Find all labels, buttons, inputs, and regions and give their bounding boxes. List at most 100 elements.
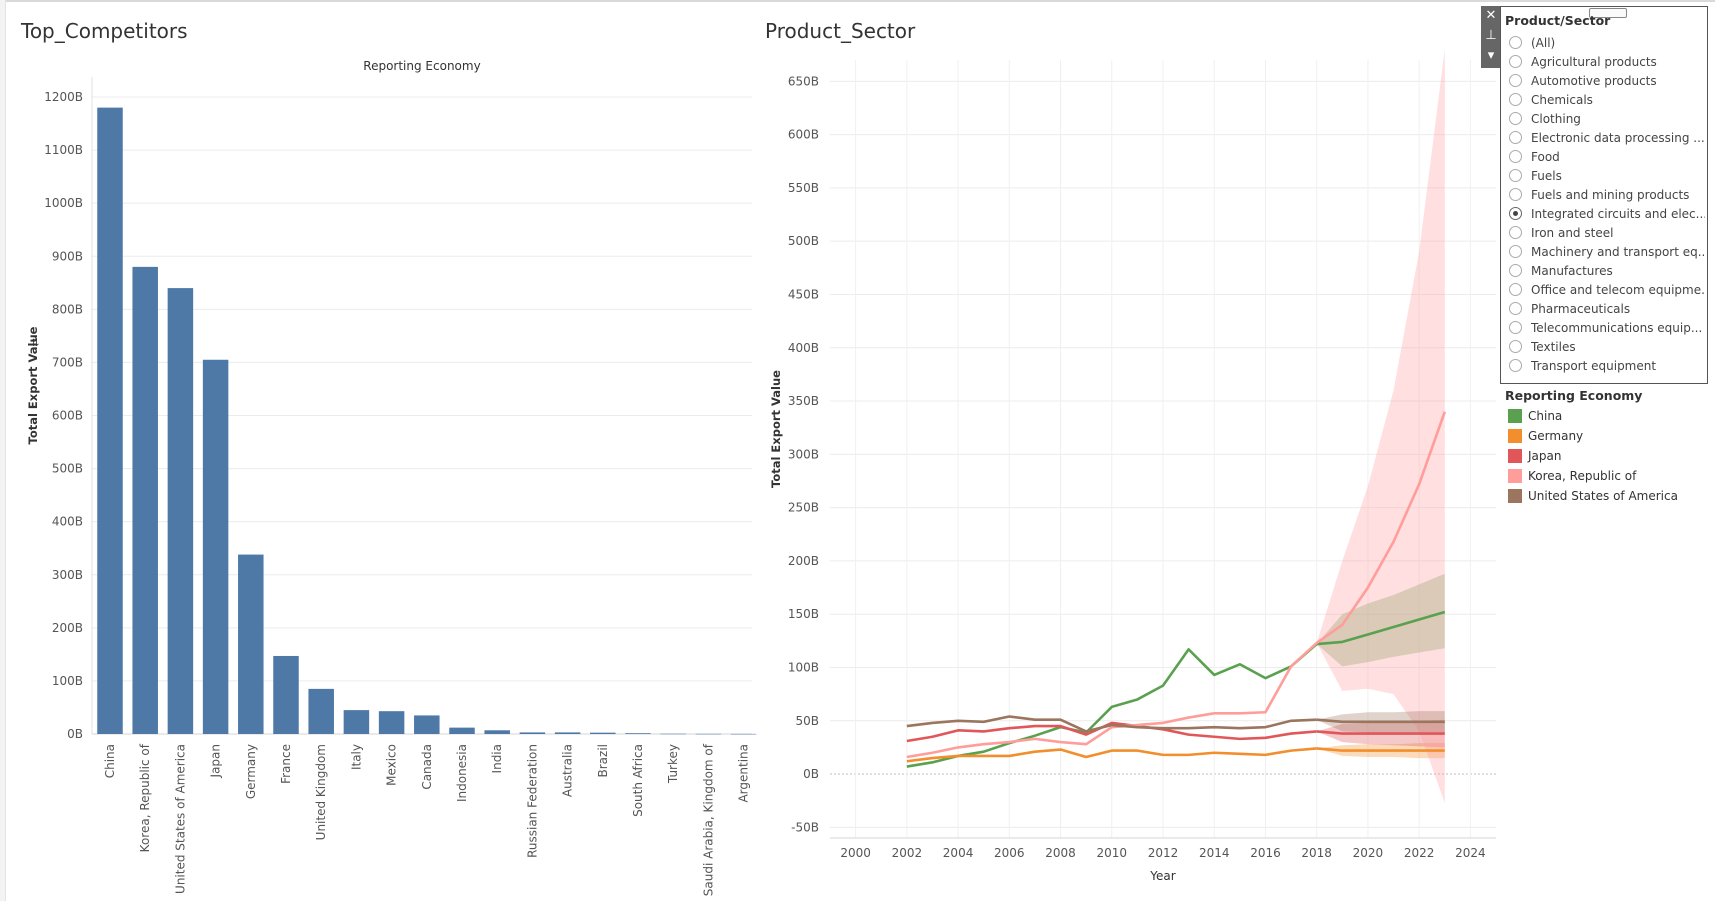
filter-drag-handle[interactable] [1589, 8, 1627, 18]
radio-button-icon[interactable] [1509, 302, 1522, 315]
legend-title: Reporting Economy [1505, 388, 1643, 403]
series-line [906, 642, 1318, 759]
x-tick-label: Mexico [385, 744, 399, 786]
x-tick-label: 2022 [1404, 846, 1435, 860]
filter-option[interactable]: Chemicals [1509, 90, 1705, 109]
filter-card-product-sector [1500, 6, 1708, 384]
filter-side-toolbar: ✕ ⊥ ▾ [1481, 6, 1501, 68]
filter-option[interactable]: (All) [1509, 33, 1705, 52]
filter-option[interactable]: Iron and steel [1509, 223, 1705, 242]
bar [273, 655, 299, 734]
x-tick-label: 2016 [1250, 846, 1281, 860]
legend-label: China [1528, 409, 1563, 423]
x-tick-label: Korea, Republic of [138, 743, 152, 852]
legend-label: Japan [1528, 449, 1562, 463]
radio-button-icon[interactable] [1509, 131, 1522, 144]
filter-option[interactable]: Food [1509, 147, 1705, 166]
radio-button-icon[interactable] [1509, 150, 1522, 163]
close-icon[interactable]: ✕ [1485, 8, 1497, 23]
x-tick-label: 2002 [892, 846, 923, 860]
filter-option-label: Chemicals [1531, 92, 1593, 107]
filter-option[interactable]: Transport equipment [1509, 356, 1705, 375]
x-axis-title: Year [1149, 869, 1175, 883]
x-tick-label: South Africa [631, 744, 645, 817]
filter-option[interactable]: Manufactures [1509, 261, 1705, 280]
radio-button-icon[interactable] [1509, 226, 1522, 239]
legend-item[interactable]: Korea, Republic of [1508, 466, 1678, 486]
bar [484, 730, 510, 734]
x-tick-label: 2008 [1045, 846, 1076, 860]
y-axis-title: Total Export Value [769, 370, 783, 488]
y-tick-label: 100B [52, 674, 83, 688]
x-tick-label: 2006 [994, 846, 1025, 860]
bar [449, 727, 475, 734]
radio-button-icon[interactable] [1509, 169, 1522, 182]
radio-button-icon[interactable] [1509, 283, 1522, 296]
x-tick-label: Russian Federation [525, 744, 539, 858]
x-tick-label: 2000 [840, 846, 871, 860]
filter-option-label: Clothing [1531, 111, 1581, 126]
x-tick-label: Germany [244, 744, 258, 799]
y-axis-title: Total Export Value [26, 326, 40, 444]
dropdown-icon[interactable]: ▾ [1487, 48, 1495, 63]
radio-button-icon[interactable] [1509, 112, 1522, 125]
legend-item[interactable]: China [1508, 406, 1678, 426]
series-line [906, 715, 1317, 733]
filter-option[interactable]: Machinery and transport eq... [1509, 242, 1705, 261]
legend-item[interactable]: Germany [1508, 426, 1678, 446]
filter-option-label: Fuels [1531, 168, 1562, 183]
radio-button-icon[interactable] [1509, 245, 1522, 258]
filter-option[interactable]: Agricultural products [1509, 52, 1705, 71]
filter-option[interactable]: Textiles [1509, 337, 1705, 356]
bar [590, 732, 616, 734]
y-tick-label: 500B [788, 234, 819, 248]
radio-button-icon[interactable] [1509, 55, 1522, 68]
bar [343, 710, 370, 734]
x-tick-label: France [279, 744, 293, 784]
filter-option[interactable]: Integrated circuits and elec... [1509, 204, 1705, 223]
bar-chart-top-competitors: Reporting Economy 0B 100B 200B 300B 400B 500B 6… [26, 59, 757, 896]
filter-option[interactable]: Telecommunications equip... [1509, 318, 1705, 337]
series-line [906, 721, 1317, 743]
filter-option[interactable]: Electronic data processing ... [1509, 128, 1705, 147]
filter-option-label: Telecommunications equip... [1531, 320, 1703, 335]
radio-button-icon[interactable] [1509, 36, 1522, 49]
radio-button-icon[interactable] [1509, 340, 1522, 353]
y-tick-label: 400B [788, 341, 819, 355]
bar [132, 266, 158, 734]
legend: China Germany Japan Korea, Republic of Unite… [1508, 406, 1678, 506]
radio-button-icon[interactable] [1509, 93, 1522, 106]
bar [554, 732, 581, 734]
filter-option-label: Automotive products [1531, 73, 1657, 88]
radio-button-icon[interactable] [1509, 264, 1522, 277]
pin-icon[interactable]: ⊥ [1485, 28, 1497, 43]
legend-swatch [1508, 489, 1522, 503]
filter-option-label: Office and telecom equipme... [1531, 282, 1705, 297]
filter-option[interactable]: Fuels and mining products [1509, 185, 1705, 204]
radio-button-icon[interactable] [1509, 188, 1522, 201]
bar [660, 733, 686, 735]
y-tick-label: 200B [788, 554, 819, 568]
forecast-line [1316, 730, 1445, 735]
radio-button-icon[interactable] [1509, 321, 1522, 334]
filter-option[interactable]: Clothing [1509, 109, 1705, 128]
y-tick-label: 50B [795, 714, 819, 728]
y-tick-label: -50B [791, 820, 819, 834]
filter-option[interactable]: Pharmaceuticals [1509, 299, 1705, 318]
y-tick-label: 350B [788, 394, 819, 408]
y-tick-label: 250B [788, 501, 819, 515]
filter-option[interactable]: Automotive products [1509, 71, 1705, 90]
legend-label: Germany [1528, 429, 1584, 443]
bar [202, 359, 229, 734]
forecast-line [1316, 610, 1446, 646]
bar [414, 715, 440, 734]
sheet-title-top-competitors: Top_Competitors [21, 19, 188, 43]
legend-item[interactable]: Japan [1508, 446, 1678, 466]
radio-button-icon[interactable] [1509, 207, 1522, 220]
legend-item[interactable]: United States of America [1508, 486, 1678, 506]
radio-button-icon[interactable] [1509, 359, 1522, 372]
filter-option[interactable]: Office and telecom equipme... [1509, 280, 1705, 299]
radio-button-icon[interactable] [1509, 74, 1522, 87]
x-tick-label: Japan [209, 744, 223, 778]
filter-option[interactable]: Fuels [1509, 166, 1705, 185]
